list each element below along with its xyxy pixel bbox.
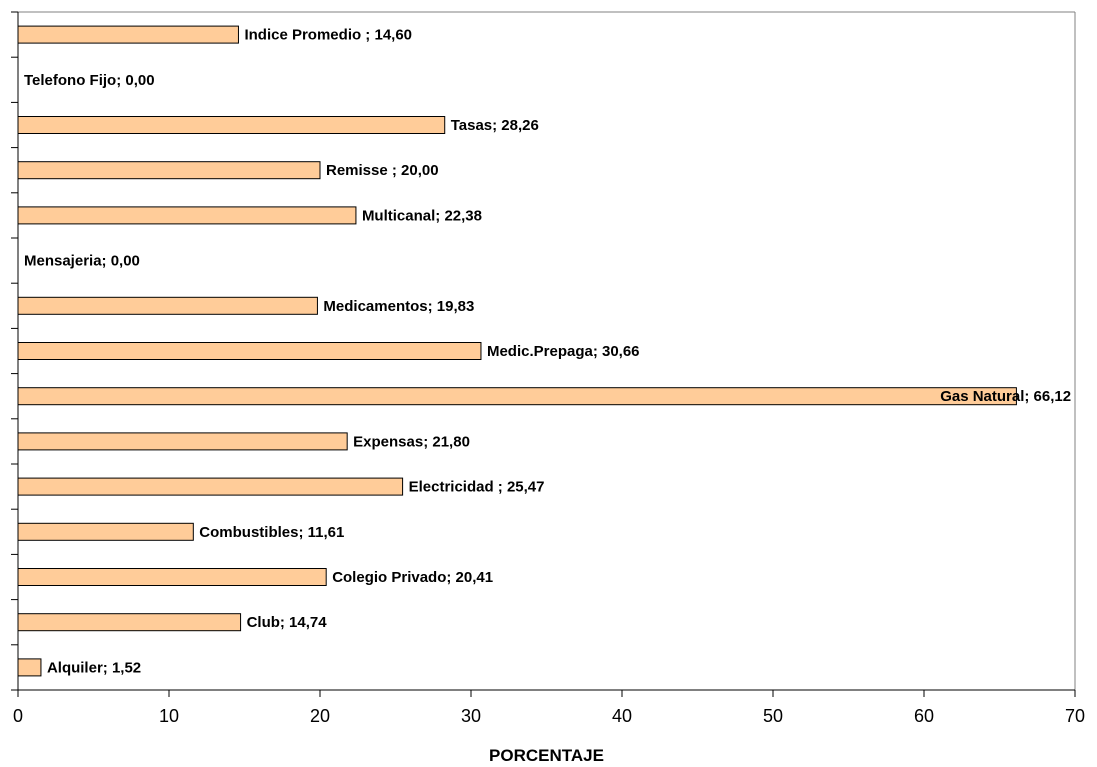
x-tick-label: 10 bbox=[159, 706, 179, 726]
data-label: Tasas; 28,26 bbox=[451, 117, 539, 134]
x-tick-label: 70 bbox=[1065, 706, 1085, 726]
x-tick-label: 0 bbox=[13, 706, 23, 726]
bar bbox=[17, 206, 357, 225]
bar bbox=[17, 342, 482, 360]
data-label: Combustibles; 11,61 bbox=[199, 524, 344, 541]
bar bbox=[17, 296, 318, 315]
bar bbox=[17, 568, 327, 586]
bars bbox=[17, 25, 1017, 677]
data-label: Medic.Prepaga; 30,66 bbox=[487, 343, 640, 360]
bar bbox=[17, 116, 446, 134]
data-label: Remisse ; 20,00 bbox=[326, 162, 439, 179]
data-label: Gas Natural; 66,12 bbox=[940, 388, 1071, 405]
data-label: Multicanal; 22,38 bbox=[362, 207, 482, 224]
x-tick-label: 50 bbox=[763, 706, 783, 726]
bar bbox=[17, 161, 321, 180]
data-label: Indice Promedio ; 14,60 bbox=[244, 27, 412, 44]
x-tick-label: 30 bbox=[461, 706, 481, 726]
bar bbox=[17, 658, 42, 677]
data-label: Telefono Fijo; 0,00 bbox=[24, 72, 155, 89]
bar bbox=[17, 477, 404, 496]
data-labels: Alquiler; 1,52 Club; 14,74 Colegio Privado… bbox=[24, 27, 1071, 677]
data-label: Electricidad ; 25,47 bbox=[409, 479, 545, 496]
x-tick-label: 20 bbox=[310, 706, 330, 726]
data-label: Mensajeria; 0,00 bbox=[24, 253, 140, 270]
plot-area: 0 10 20 30 40 50 60 70 Alquiler; 1,52 Club; 14,7… bbox=[11, 11, 1085, 726]
x-tick-label: 60 bbox=[914, 706, 934, 726]
data-label: Expensas; 21,80 bbox=[353, 433, 470, 450]
bar bbox=[17, 25, 239, 44]
y-axis-ticks bbox=[11, 11, 18, 691]
bar bbox=[17, 387, 1017, 406]
x-tick-label: 40 bbox=[612, 706, 632, 726]
x-axis-title: PORCENTAJE bbox=[489, 746, 604, 765]
data-label: Alquiler; 1,52 bbox=[47, 659, 141, 676]
x-axis-ticks: 0 10 20 30 40 50 60 70 bbox=[13, 690, 1085, 726]
data-label: Medicamentos; 19,83 bbox=[323, 298, 474, 315]
data-label: Colegio Privado; 20,41 bbox=[332, 569, 493, 586]
bar bbox=[17, 432, 348, 451]
bar bbox=[17, 522, 194, 541]
bar bbox=[17, 613, 242, 632]
data-label: Club; 14,74 bbox=[247, 614, 328, 631]
